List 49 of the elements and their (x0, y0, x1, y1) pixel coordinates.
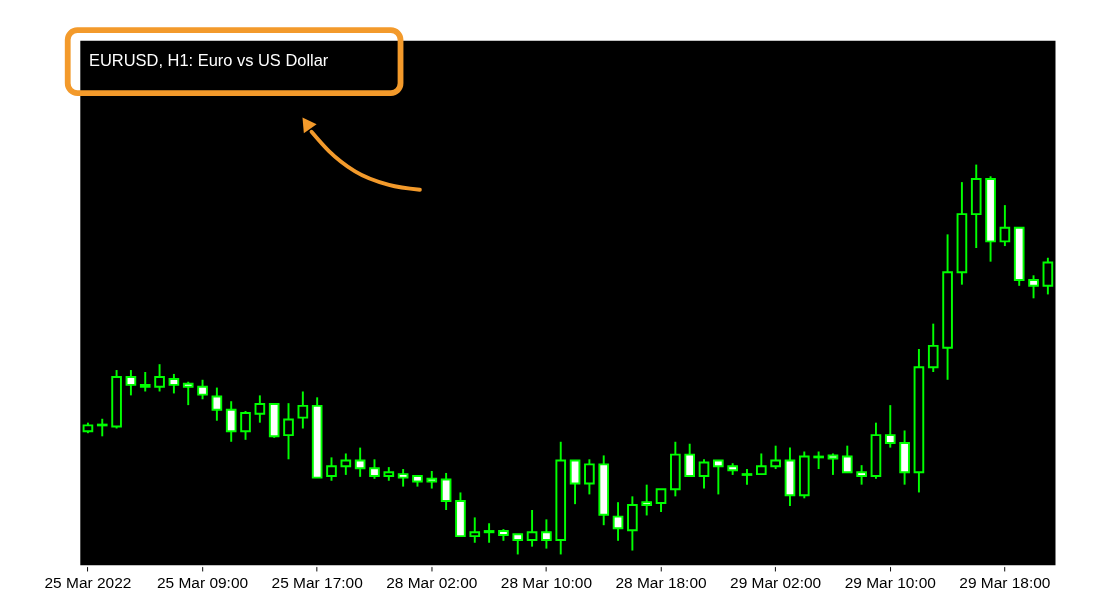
x-tick-label: 25 Mar 2022 (44, 573, 132, 591)
x-tick-label: 29 Mar 18:00 (959, 573, 1051, 591)
candlestick (684, 442, 695, 478)
x-tick-label: 25 Mar 09:00 (156, 573, 249, 591)
x-tick-label: 29 Mar 10:00 (844, 573, 936, 591)
candlestick (541, 518, 552, 550)
candlestick (211, 386, 223, 422)
candlestick (927, 322, 939, 373)
chart-title: EURUSD, H1: Euro vs US Dollar (89, 50, 329, 69)
candlestick (440, 471, 452, 511)
candlestick (1042, 256, 1054, 296)
candlestick (254, 394, 266, 424)
candlestick (641, 483, 653, 517)
candlestick (283, 402, 294, 461)
candlestick (827, 452, 839, 476)
candlestick (584, 458, 595, 496)
x-tick-label: 28 Mar 18:00 (615, 573, 707, 591)
candlestick (655, 488, 667, 513)
candlestick (469, 516, 481, 544)
candlestick (884, 404, 896, 449)
x-tick-label: 28 Mar 10:00 (500, 573, 592, 591)
candlestick (856, 464, 867, 486)
candlestick (841, 444, 853, 474)
candlestick (1028, 274, 1039, 300)
candlestick (756, 452, 767, 476)
x-tick-label: 25 Mar 17:00 (271, 573, 363, 591)
candlestick (526, 509, 538, 548)
candlestick (999, 204, 1011, 248)
candlestick (698, 458, 710, 490)
candlestick (569, 459, 581, 506)
candlestick (512, 533, 524, 556)
candlestick (297, 390, 309, 430)
candlestick (326, 456, 337, 482)
candlestick (168, 372, 180, 395)
candlestick (612, 501, 624, 542)
candlestick (139, 371, 151, 393)
candlestick (182, 380, 194, 407)
candlestick (369, 458, 380, 480)
x-tick-label: 29 Mar 02:00 (730, 573, 822, 591)
x-tick-label: 28 Mar 02:00 (386, 573, 478, 591)
candlestick (197, 378, 208, 401)
candlestick (770, 444, 781, 471)
candlestick (713, 459, 724, 496)
candlestick (483, 522, 495, 544)
candlestick (154, 363, 165, 393)
candlestick (354, 446, 366, 478)
candlestick (225, 400, 237, 443)
candlestick (240, 410, 251, 441)
candlestick (125, 369, 137, 397)
